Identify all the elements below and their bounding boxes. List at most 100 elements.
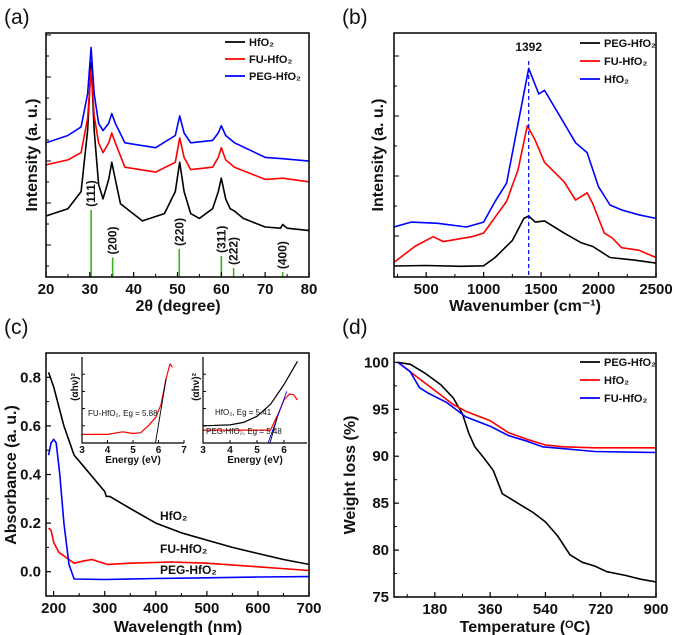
x-tick-label: 180 (422, 601, 447, 618)
plot-frame (393, 32, 657, 278)
inset-x-tick-label: 5 (130, 445, 136, 456)
legend-label: FU-HfO₂ (604, 393, 647, 405)
panel-b: (b) 1392 500 1000 1500 2000 2500 Wavenumber (cm… (342, 6, 673, 315)
legend-label: HfO₂ (604, 74, 629, 86)
x-tick-label: 2000 (582, 281, 615, 298)
plot-area (394, 67, 656, 268)
y-tick-label: 100 (364, 354, 389, 371)
x-tick-label: 600 (245, 600, 270, 617)
x-tick-label: 400 (143, 600, 168, 617)
legend-label: HfO₂ (604, 375, 629, 387)
legend-label: FU-HfO₂ (604, 56, 647, 68)
reference-peak-label: (400) (276, 241, 290, 269)
band-gap-annotation: PEG-HfO₂, Eg = 5.48 (206, 427, 282, 436)
legend-item: FU-HfO₂ (580, 393, 647, 405)
y-tick-label: 80 (372, 542, 389, 559)
series-line-2 (397, 361, 656, 454)
legend-item: PEG-HfO₂ (580, 38, 656, 50)
fit-line (154, 378, 167, 444)
legend-item: FU-HfO₂ (580, 56, 647, 68)
y-tick-label: 85 (372, 495, 389, 512)
plot-frame (393, 352, 657, 598)
inset-y-title: (αhν)² (191, 372, 202, 400)
legend-item: PEG-HfO₂ (580, 357, 656, 369)
band-gap-annotation: FU-HfO₂, Eg = 5.88 (88, 409, 158, 418)
curve-label: FU-HfO₂ (160, 542, 207, 556)
x-tick-label: 20 (38, 281, 55, 298)
series-line-0 (394, 215, 656, 268)
y-tick-label: 0.0 (20, 564, 41, 581)
x-tick-label: 500 (194, 600, 219, 617)
x-tick-label: 1000 (467, 281, 500, 298)
reference-peak-label: (220) (172, 218, 186, 246)
series-line-2 (46, 46, 309, 162)
inset-x-tick-label: 7 (181, 445, 187, 456)
panel-label: (c) (4, 316, 29, 339)
legend-item: FU-HfO₂ (225, 54, 292, 66)
series-line-2 (47, 438, 309, 581)
series-line-0 (397, 361, 656, 583)
legend-label: PEG-HfO₂ (604, 38, 656, 50)
fit-line (269, 417, 278, 444)
inset-1: 3 4 5 6 7 Energy (eV) (αhν)² FU-HfO₂, Eg = 5.88 (70, 357, 187, 466)
x-tick-label: 50 (169, 281, 186, 298)
x-axis-title: Temperature (ᴼC) (460, 619, 591, 635)
legend-label: HfO₂ (249, 37, 274, 49)
reference-peak-label: (222) (227, 237, 241, 265)
series-line-0 (47, 372, 309, 566)
y-tick-label: 75 (372, 589, 389, 606)
curve-label: HfO₂ (160, 509, 187, 523)
reference-peak-label: (200) (106, 226, 120, 254)
plot-area (47, 372, 309, 581)
peak-annotation: 1392 (515, 40, 542, 54)
y-tick-label: 0.4 (20, 467, 42, 484)
inset-x-tick-label: 4 (227, 445, 233, 456)
x-tick-label: 700 (296, 600, 321, 617)
reference-peak-label: (311) (214, 226, 228, 253)
inset-x-title: Energy (eV) (227, 455, 283, 466)
x-tick-label: 720 (588, 601, 613, 618)
y-tick-label: 90 (372, 448, 389, 465)
legend-item: HfO₂ (580, 375, 629, 387)
inset-series-line (82, 363, 173, 435)
panel-a: (a) (111) (200) (220) (311)(222) (400) 20 30 40 5… (4, 6, 317, 315)
legend-label: PEG-HfO₂ (604, 357, 656, 369)
y-tick-label: 95 (372, 401, 389, 418)
legend-label: FU-HfO₂ (249, 54, 292, 66)
panel-d: (d) 180 360 540 720 900 75 80 85 90 95 100 Temperatu… (342, 316, 669, 635)
y-axis-title: Weight loss (%) (342, 416, 359, 535)
panel-c: (c) 200 300 400 500 600 700 0.0 0.2 0.4 0.6 0.8 Wave… (3, 316, 322, 635)
inset-x-tick-label: 4 (105, 445, 111, 456)
y-axis-title: Absorbance (a. u.) (3, 405, 20, 545)
inset-series-line (202, 360, 299, 427)
fit-line (267, 391, 288, 444)
panel-label: (b) (342, 6, 368, 29)
x-tick-label: 30 (81, 281, 98, 298)
panel-label: (a) (4, 6, 30, 29)
band-gap-annotation: HfO₂, Eg = 5.41 (215, 408, 272, 417)
x-tick-label: 500 (414, 281, 439, 298)
series-line-0 (46, 61, 309, 232)
y-tick-label: 0.2 (20, 515, 41, 532)
reference-peak-label: (111) (84, 180, 98, 207)
curve-label: PEG-HfO₂ (160, 563, 217, 577)
series-line-1 (48, 527, 309, 572)
legend-label: PEG-HfO₂ (249, 71, 301, 83)
inset-x-tick-label: 6 (281, 445, 287, 456)
x-tick-label: 80 (301, 281, 318, 298)
x-tick-label: 40 (125, 281, 142, 298)
legend-item: HfO₂ (225, 37, 274, 49)
y-tick-label: 0.6 (20, 418, 41, 435)
x-tick-label: 540 (533, 601, 558, 618)
series-line-1 (397, 361, 656, 449)
y-axis-title: Intensity (a. u.) (370, 99, 387, 212)
plot-area (46, 46, 309, 232)
x-tick-label: 300 (92, 600, 117, 617)
x-axis-title: 2θ (degree) (135, 298, 220, 315)
series-line-1 (394, 124, 656, 264)
inset-x-tick-label: 3 (79, 445, 85, 456)
x-axis-title: Wavenumber (cm⁻¹) (449, 298, 601, 315)
x-tick-label: 60 (213, 281, 230, 298)
